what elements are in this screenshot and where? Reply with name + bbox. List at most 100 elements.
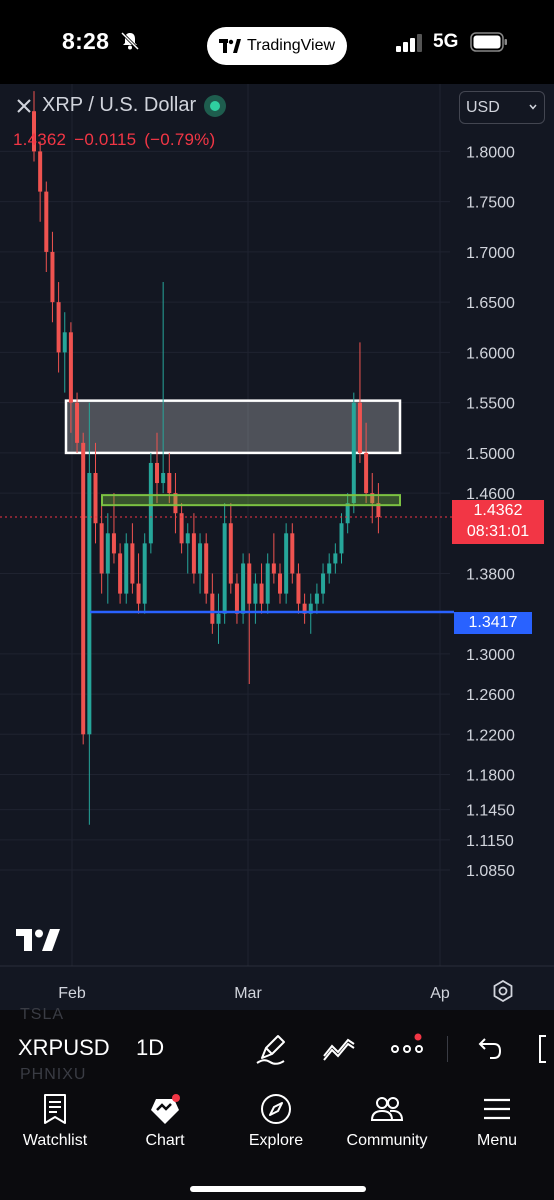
tradingview-logo-icon xyxy=(218,39,241,53)
candle-body xyxy=(32,111,36,152)
undo-icon[interactable] xyxy=(470,1032,504,1066)
candle-body xyxy=(68,332,73,403)
more-options-icon[interactable] xyxy=(390,1032,424,1066)
y-tick-label: 1.1800 xyxy=(466,768,515,785)
y-tick-label: 1.7000 xyxy=(466,245,515,262)
candle-body xyxy=(302,603,307,614)
candle-body xyxy=(222,523,227,614)
nav-watchlist-label: Watchlist xyxy=(22,1132,88,1149)
candle-body xyxy=(142,543,147,604)
status-bar: 8:28 TradingView 5G xyxy=(0,0,554,84)
candle-body xyxy=(376,503,381,518)
candle-body xyxy=(241,563,246,614)
candle-body xyxy=(56,302,61,353)
candle-body xyxy=(198,543,203,574)
candle-body xyxy=(259,583,264,604)
candle-body xyxy=(167,473,172,494)
battery-icon xyxy=(470,32,507,52)
price-change-percent: (−0.79%) xyxy=(144,130,216,149)
y-tick-label: 1.2200 xyxy=(466,727,515,744)
candle-body xyxy=(357,402,362,453)
signal-icon xyxy=(396,34,422,52)
candle-body xyxy=(308,603,313,614)
candle-body xyxy=(105,533,110,574)
candle-body xyxy=(130,543,135,584)
symbol-selector[interactable]: XRPUSD xyxy=(18,1035,110,1060)
y-tick-label: 1.2600 xyxy=(466,687,515,704)
y-tick-label: 1.5500 xyxy=(466,396,515,413)
candle-body xyxy=(118,553,123,594)
candle-body xyxy=(290,533,295,574)
y-tick-label: 1.3000 xyxy=(466,647,515,664)
candle-body xyxy=(155,462,159,484)
nav-menu[interactable]: Menu xyxy=(442,1092,552,1162)
candle-body xyxy=(124,543,129,594)
candlestick-chart[interactable]: 1.8000 1.7500 1.7000 1.6500 1.6000 1.5500 1.50… xyxy=(0,84,554,1010)
nav-chart-label: Chart xyxy=(145,1132,185,1149)
symbol-title[interactable]: XRP / U.S. Dollar xyxy=(42,94,197,116)
y-tick-label: 1.6000 xyxy=(466,345,515,362)
candle-body xyxy=(81,442,86,735)
nav-community[interactable]: Community xyxy=(332,1092,442,1162)
candle-body xyxy=(75,402,80,443)
x-tick-label: Ap xyxy=(430,985,450,1002)
candle-body xyxy=(339,523,344,554)
fullscreen-icon[interactable] xyxy=(534,1032,554,1066)
y-tick-label: 1.6500 xyxy=(466,295,515,312)
candle-body xyxy=(314,593,319,604)
nav-community-label: Community xyxy=(346,1132,428,1149)
ghost-symbol-prev: TSLA xyxy=(20,1006,65,1023)
nav-watchlist[interactable]: Watchlist xyxy=(0,1092,110,1162)
candle-body xyxy=(191,533,196,574)
watchlist-icon xyxy=(44,1094,66,1124)
bottom-nav: Watchlist Chart Explore Community Me xyxy=(0,1086,554,1200)
support-zone xyxy=(101,494,401,507)
candle-body xyxy=(44,191,49,252)
network-label: 5G xyxy=(433,31,459,52)
last-price: 1.4362 xyxy=(13,130,67,149)
candle-body xyxy=(111,533,116,554)
candle-body xyxy=(284,533,289,594)
bell-slash-icon xyxy=(120,31,140,51)
nav-chart[interactable]: Chart xyxy=(110,1092,220,1162)
nav-explore[interactable]: Explore xyxy=(221,1092,331,1162)
candle-body xyxy=(228,523,233,584)
status-time: 8:28 xyxy=(62,28,110,54)
candle-body xyxy=(234,583,239,614)
chart-area[interactable]: 1.8000 1.7500 1.7000 1.6500 1.6000 1.5500 1.50… xyxy=(0,84,554,1010)
candle-body xyxy=(99,523,104,574)
currency-value: USD xyxy=(466,98,500,116)
candle-body xyxy=(253,583,258,604)
drawing-tools-icon[interactable] xyxy=(254,1032,288,1066)
currency-select[interactable]: USD xyxy=(459,91,545,124)
home-indicator xyxy=(190,1186,366,1192)
resistance-zone xyxy=(64,399,402,455)
candle-body xyxy=(265,563,270,604)
candle-body xyxy=(38,151,43,192)
candle-body xyxy=(210,593,215,624)
y-tick-label: 1.1150 xyxy=(466,833,514,850)
candle-body xyxy=(50,251,55,303)
close-icon[interactable] xyxy=(14,96,34,116)
current-price-label: 1.4362 08:31:01 xyxy=(452,500,544,544)
candle-body xyxy=(345,503,350,524)
y-tick-label: 1.4600 xyxy=(466,486,515,503)
candle-body xyxy=(296,573,301,604)
market-status-icon[interactable] xyxy=(204,94,227,117)
y-tick-label: 1.5000 xyxy=(466,446,515,463)
candle-body xyxy=(136,583,141,604)
chart-settings-icon[interactable] xyxy=(492,980,514,1002)
symbol-header[interactable]: XRP / U.S. Dollar xyxy=(14,94,227,117)
candle-body xyxy=(87,473,92,735)
interval-selector[interactable]: 1D xyxy=(136,1035,165,1060)
candle-body xyxy=(161,473,166,484)
y-tick-label: 1.8000 xyxy=(466,144,515,161)
chart-icon xyxy=(151,1094,180,1124)
tradingview-pill-label: TradingView xyxy=(246,37,336,54)
nav-menu-label: Menu xyxy=(476,1132,518,1149)
menu-icon xyxy=(484,1098,510,1120)
candle-body xyxy=(278,573,282,594)
indicators-icon[interactable] xyxy=(322,1032,356,1066)
tradingview-pill[interactable]: TradingView xyxy=(207,27,347,65)
support-level-label[interactable]: 1.3417 xyxy=(454,612,532,634)
